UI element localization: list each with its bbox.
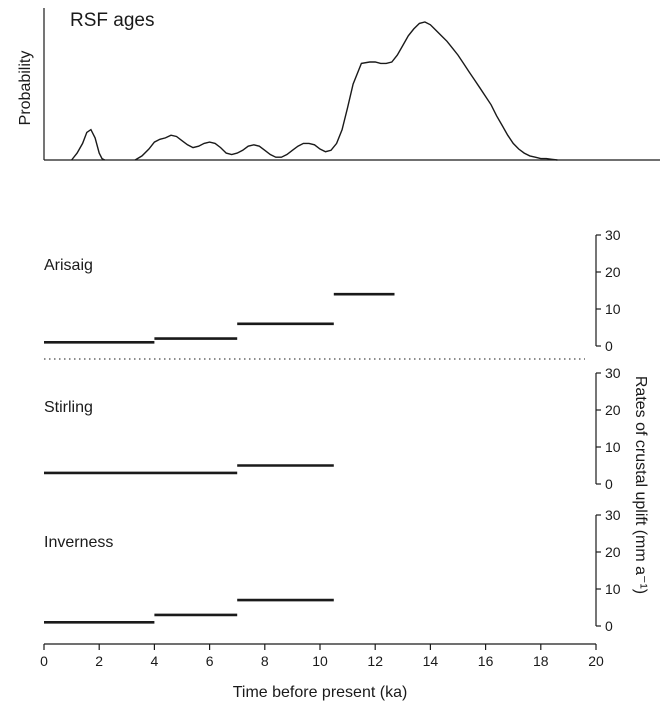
time-tick-label: 8 xyxy=(261,653,269,669)
time-tick-label: 2 xyxy=(95,653,103,669)
stirling-label: Stirling xyxy=(44,399,93,416)
time-axis-label: Time before present (ka) xyxy=(233,684,408,701)
arisaig-label: Arisaig xyxy=(44,257,93,274)
inverness-rate-tick-label: 30 xyxy=(605,507,621,523)
uplift-rate-axis-label: Rates of crustal uplift (mm a⁻¹) xyxy=(632,376,649,594)
arisaig-rate-tick-label: 30 xyxy=(605,227,621,243)
probability-label: Probability xyxy=(17,51,34,126)
time-tick-label: 0 xyxy=(40,653,48,669)
time-tick-label: 20 xyxy=(588,653,604,669)
inverness-rate-tick-label: 20 xyxy=(605,544,621,560)
stirling-rate-tick-label: 0 xyxy=(605,476,613,492)
time-tick-label: 12 xyxy=(367,653,383,669)
stirling-rate-tick-label: 20 xyxy=(605,402,621,418)
rsf-curve-layer xyxy=(71,21,558,161)
arisaig-rate-tick-label: 20 xyxy=(605,264,621,280)
rsf-curve-segment-1 xyxy=(71,128,106,161)
stirling-rate-tick-label: 10 xyxy=(605,439,621,455)
time-ticks: 0 2 4 6 8 10 12 14 16 18 20 xyxy=(40,644,604,669)
time-tick-label: 4 xyxy=(151,653,159,669)
time-tick-label: 16 xyxy=(478,653,494,669)
segments-layer xyxy=(44,292,395,624)
stirling-rate-tick-label: 30 xyxy=(605,365,621,381)
inverness-rate-tick-label: 0 xyxy=(605,618,613,634)
time-tick-label: 18 xyxy=(533,653,549,669)
inverness-rate-tick-label: 10 xyxy=(605,581,621,597)
time-tick-label: 6 xyxy=(206,653,214,669)
time-tick-label: 14 xyxy=(423,653,439,669)
inverness-label: Inverness xyxy=(44,534,113,551)
rsf-ages-panel: RSF ages Probability xyxy=(17,8,660,161)
arisaig-rate-tick-label: 10 xyxy=(605,301,621,317)
rsf-ages-title: RSF ages xyxy=(70,10,154,31)
arisaig-rate-tick-label: 0 xyxy=(605,338,613,354)
time-tick-label: 10 xyxy=(312,653,328,669)
right-axes-layer: 0 10 20 30 0 10 20 30 0 10 20 30 xyxy=(595,227,621,634)
uplift-panels: Arisaig Stirling Inverness 0 10 20 30 0 10 20 3… xyxy=(44,227,649,634)
rsf-curve-segment-2 xyxy=(134,21,558,161)
time-axis: 0 2 4 6 8 10 12 14 16 18 20 Time before present (k… xyxy=(40,643,604,701)
